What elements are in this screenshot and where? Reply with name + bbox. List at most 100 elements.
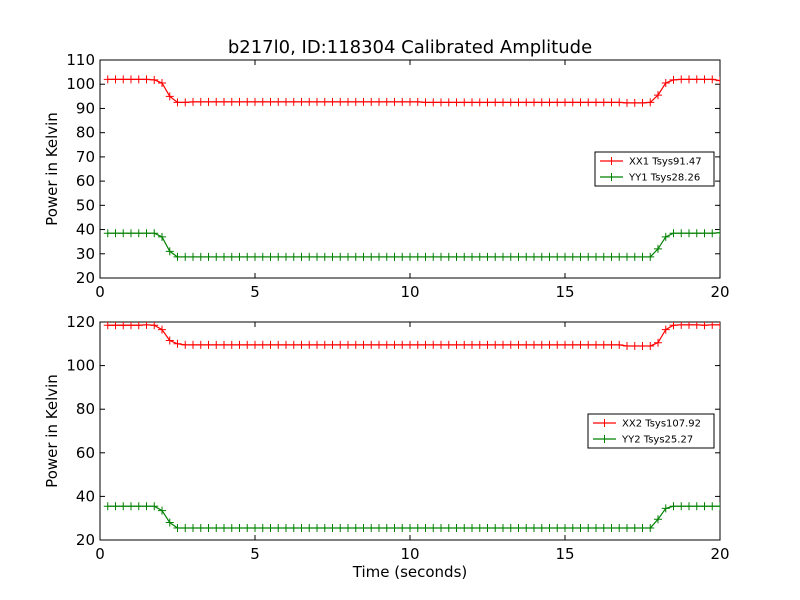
- data-point: [537, 98, 546, 107]
- data-point: [623, 98, 631, 107]
- data-point: [677, 322, 686, 329]
- data-point: [196, 252, 205, 261]
- data-point: [599, 98, 608, 107]
- data-point: [483, 340, 492, 349]
- data-point: [344, 252, 352, 261]
- data-point: [599, 524, 608, 533]
- y-tick-label: 20: [76, 531, 95, 549]
- legend-label: XX2 Tsys107.92: [622, 419, 701, 430]
- data-point: [103, 229, 112, 238]
- data-point: [491, 340, 500, 349]
- data-point: [584, 252, 593, 261]
- data-point: [406, 524, 414, 533]
- data-point: [165, 247, 174, 256]
- data-point: [576, 340, 585, 349]
- data-point: [460, 98, 469, 107]
- data-point: [344, 97, 352, 106]
- data-point: [568, 98, 577, 107]
- y-tick-label: 40: [76, 487, 95, 505]
- data-point: [421, 524, 430, 533]
- data-point: [375, 252, 383, 261]
- data-point: [328, 252, 337, 261]
- data-point: [630, 98, 639, 107]
- data-point: [289, 97, 298, 106]
- legend-label: YY2 Tsys25.27: [621, 435, 693, 446]
- data-point: [475, 252, 484, 261]
- legend-marker: [607, 173, 616, 181]
- data-point: [204, 252, 213, 261]
- data-point: [514, 340, 523, 349]
- data-point: [305, 252, 314, 261]
- data-point: [545, 524, 554, 533]
- data-point: [437, 524, 445, 533]
- data-point: [444, 252, 453, 261]
- data-point: [282, 340, 290, 349]
- data-point: [638, 252, 647, 261]
- data-point: [336, 97, 345, 106]
- legend-marker: [600, 435, 609, 443]
- data-point: [708, 322, 717, 329]
- x-tick-label: 0: [95, 545, 105, 563]
- x-tick-label: 5: [250, 545, 260, 563]
- data-point: [212, 97, 221, 106]
- data-point: [119, 75, 128, 84]
- data-point: [359, 524, 368, 533]
- data-point: [623, 341, 631, 350]
- data-point: [258, 97, 267, 106]
- data-point: [406, 340, 414, 349]
- data-point: [630, 524, 639, 533]
- y-tick-label: 100: [66, 357, 95, 375]
- data-point: [685, 502, 693, 511]
- data-point: [227, 524, 236, 533]
- data-point: [359, 252, 368, 261]
- data-point: [251, 340, 259, 349]
- data-point: [522, 340, 531, 349]
- legend-label: YY1 Tsys28.26: [628, 173, 700, 184]
- data-point: [305, 97, 314, 106]
- y-tick-label: 110: [66, 51, 95, 69]
- data-point: [522, 524, 531, 533]
- data-point: [553, 252, 562, 261]
- x-axis-label: Time (seconds): [352, 563, 468, 581]
- data-point: [452, 98, 461, 107]
- data-point: [630, 341, 639, 350]
- data-point: [530, 524, 538, 533]
- data-point: [638, 98, 647, 107]
- data-point: [313, 97, 321, 106]
- data-point: [669, 502, 678, 511]
- data-point: [235, 252, 244, 261]
- data-point: [220, 97, 228, 106]
- data-point: [700, 75, 709, 84]
- data-point: [592, 98, 600, 107]
- data-point: [212, 340, 221, 349]
- data-point: [592, 340, 600, 349]
- data-point: [530, 340, 538, 349]
- data-point: [437, 252, 445, 261]
- data-point: [111, 229, 120, 238]
- data-point: [638, 524, 647, 533]
- data-point: [282, 524, 290, 533]
- data-point: [305, 524, 314, 533]
- data-point: [468, 340, 476, 349]
- data-point: [514, 252, 523, 261]
- data-point: [251, 524, 259, 533]
- data-point: [491, 524, 500, 533]
- data-point: [297, 252, 306, 261]
- data-point: [553, 524, 562, 533]
- y-tick-label: 100: [66, 75, 95, 93]
- y-tick-label: 50: [76, 196, 95, 214]
- data-point: [537, 524, 546, 533]
- data-point: [700, 502, 709, 511]
- data-point: [382, 252, 391, 261]
- data-point: [367, 97, 376, 106]
- data-point: [499, 340, 507, 349]
- data-point: [235, 340, 244, 349]
- data-point: [568, 524, 577, 533]
- data-point: [429, 252, 438, 261]
- x-tick-label: 0: [95, 283, 105, 301]
- data-point: [444, 98, 453, 107]
- data-point: [677, 502, 686, 511]
- data-point: [305, 340, 314, 349]
- data-point: [561, 252, 569, 261]
- data-point: [530, 252, 538, 261]
